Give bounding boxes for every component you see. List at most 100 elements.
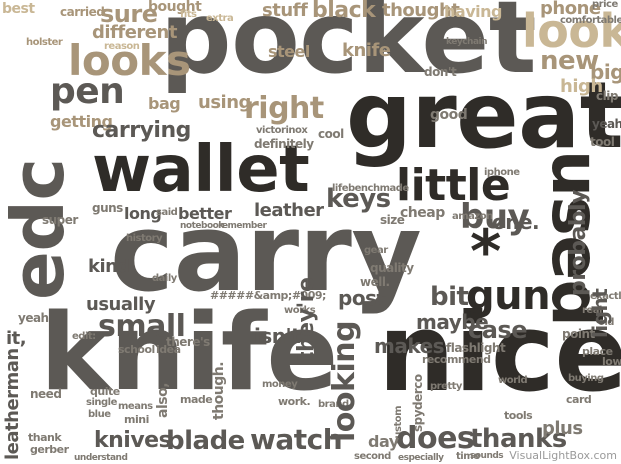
word-old: old xyxy=(598,317,614,328)
word-quite: quite xyxy=(90,385,120,398)
word-idea: idea xyxy=(156,343,181,356)
word-light: light xyxy=(588,288,612,338)
word-knives: knives xyxy=(94,428,172,453)
word-probably: probably xyxy=(566,190,591,296)
word-real: real xyxy=(582,305,602,316)
word-definitely: definitely xyxy=(254,137,314,151)
word-guns: guns xyxy=(92,201,123,215)
word-post: post xyxy=(338,286,386,310)
word-tool: tool xyxy=(590,135,615,149)
word-extra: extra xyxy=(206,13,234,24)
word-means: means xyxy=(118,401,153,412)
word-works: works xyxy=(284,305,316,316)
word-time: time xyxy=(456,451,480,462)
word-card: card xyxy=(566,393,592,406)
word-stuff: stuff xyxy=(262,0,308,21)
word-there: there's xyxy=(166,335,210,349)
word-small: small xyxy=(98,309,186,344)
word-high: high xyxy=(560,76,603,97)
word-lifebenchmade: lifebenchmade xyxy=(332,183,409,194)
word-super: super xyxy=(42,213,78,227)
word-isnt: isn't xyxy=(254,324,301,348)
word-place: place xyxy=(582,345,613,358)
word-does: does xyxy=(396,421,475,456)
word-price: price xyxy=(592,0,618,10)
word-amazon: amazon xyxy=(452,211,493,222)
word-size: size xyxy=(380,213,405,227)
word-look: look xyxy=(522,4,621,58)
word-gerber: gerber xyxy=(30,443,69,456)
word-point: point xyxy=(562,327,595,341)
word-made: made xyxy=(180,393,213,406)
word-long: long xyxy=(124,204,162,223)
word-remember: remember xyxy=(218,221,267,231)
word-brand: brand xyxy=(318,399,349,410)
word-maybe: maybe xyxy=(416,310,489,334)
word-blade: blade xyxy=(166,426,245,456)
word-comfortable: comfortable xyxy=(560,15,621,26)
word-mini: mini xyxy=(124,413,149,426)
word-need: need xyxy=(30,387,62,401)
word-yeah: yeah xyxy=(592,117,621,131)
word-usually: usually xyxy=(86,294,156,315)
word-watch: watch xyxy=(250,423,343,456)
word-cool: cool xyxy=(318,127,344,141)
word-black: black xyxy=(312,0,376,23)
word-school: school xyxy=(118,343,155,356)
word-looks: looks xyxy=(68,36,191,85)
word-reason: reason xyxy=(104,41,140,52)
word-understand: understand xyxy=(74,453,128,463)
word-sure: sure xyxy=(100,0,158,28)
word-fits: fits xyxy=(180,9,197,20)
word-notebook: notebook xyxy=(180,221,224,231)
word-also: also, xyxy=(155,382,171,418)
word-having: having xyxy=(444,2,502,21)
word-carried: carried xyxy=(60,5,105,19)
word-single: single xyxy=(86,397,117,408)
word-carry: carry xyxy=(110,191,422,316)
word-plus: plus xyxy=(542,418,583,439)
word-better: better xyxy=(178,204,232,223)
word-cheap: cheap xyxy=(400,205,445,221)
word-quality: quality xyxy=(370,261,414,275)
word-money: money xyxy=(262,379,298,390)
word-bought: bought xyxy=(148,0,202,15)
word-case: case xyxy=(468,316,527,344)
word-entry: #####&amp;#009; xyxy=(210,289,326,302)
word-low: low xyxy=(602,355,621,368)
word-different: different xyxy=(92,22,177,43)
word-steel: steel xyxy=(268,42,310,61)
word-getting: getting xyxy=(50,112,113,131)
word-yeah2: yeah xyxy=(18,311,49,325)
word-sounds: sounds xyxy=(470,451,504,461)
word-its: it, xyxy=(6,328,27,349)
word-said: said xyxy=(156,207,178,218)
watermark-text: VisualLightBox.com xyxy=(509,449,617,462)
word-edc: edc xyxy=(0,158,80,300)
word-gear: gear xyxy=(364,245,388,256)
word-work: work. xyxy=(278,395,311,408)
word-makes: makes xyxy=(374,334,445,358)
word-keys: keys xyxy=(326,184,391,214)
word-right: right xyxy=(244,91,324,126)
word-big: big xyxy=(590,60,621,84)
word-nice: nice xyxy=(378,291,621,416)
word-leather: leather xyxy=(254,200,324,221)
word-pen: pen xyxy=(50,71,125,112)
word-victorinox: victorinox xyxy=(256,125,308,136)
word-gun: gun xyxy=(466,273,551,319)
word-kind: kind xyxy=(88,256,130,277)
word-good: good xyxy=(430,107,468,123)
word-best: best xyxy=(2,1,35,17)
word-one: one. xyxy=(492,210,540,234)
word-world: world xyxy=(498,375,528,386)
word-using: using xyxy=(198,92,251,113)
word-tools: tools xyxy=(504,409,533,422)
word-bit: bit xyxy=(430,282,469,312)
word-dont: don't xyxy=(424,65,457,79)
word-phone: phone xyxy=(540,0,601,19)
word-wallet: wallet xyxy=(92,133,310,207)
word-day: day xyxy=(368,432,399,451)
word-pocket: pocket xyxy=(160,0,537,96)
